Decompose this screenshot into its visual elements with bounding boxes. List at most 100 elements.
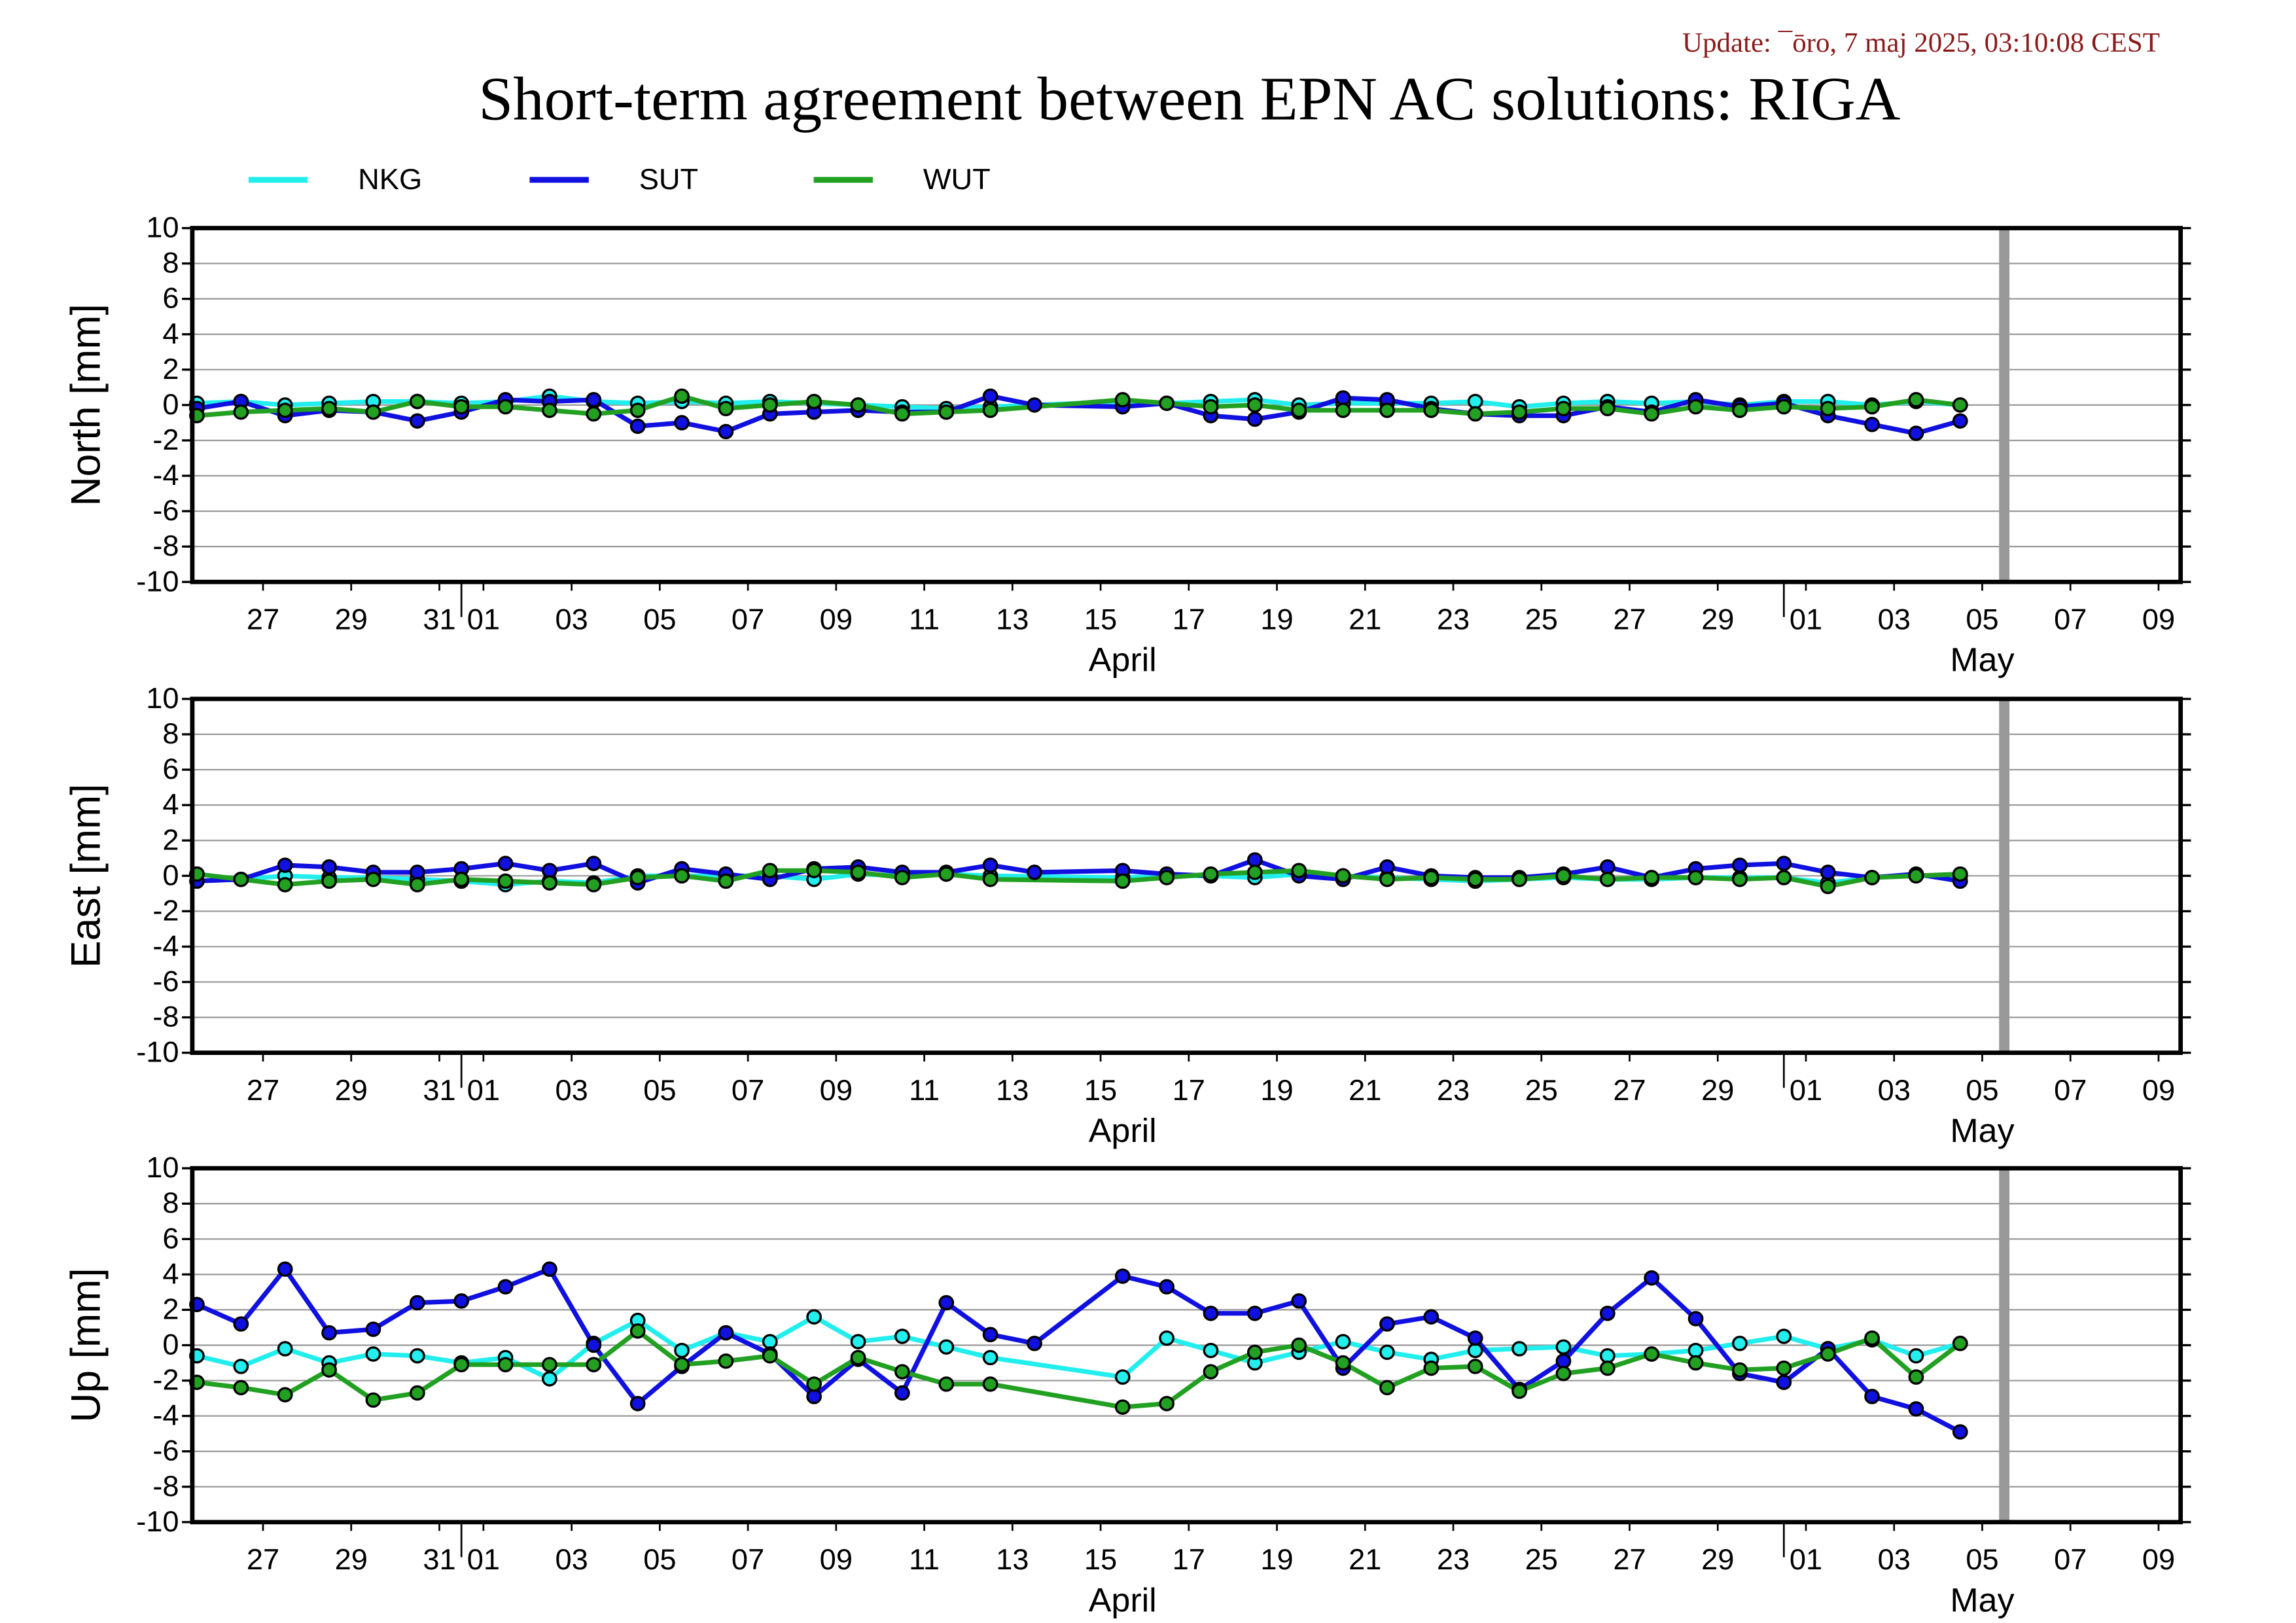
x-tick-label: 19 bbox=[1260, 1543, 1293, 1576]
data-point bbox=[982, 871, 998, 887]
y-tick-label: -4 bbox=[152, 1399, 179, 1432]
x-tick-label: 27 bbox=[1613, 603, 1646, 636]
data-point bbox=[1555, 1353, 1572, 1369]
data-point bbox=[1423, 402, 1439, 418]
data-point bbox=[1291, 402, 1307, 418]
x-tick-label: 31 bbox=[423, 1073, 455, 1107]
data-point bbox=[938, 404, 955, 420]
x-tick-label: 17 bbox=[1173, 1073, 1205, 1107]
y-tick-label: 4 bbox=[162, 1257, 179, 1291]
x-tick-label: 27 bbox=[1613, 1543, 1646, 1576]
data-point bbox=[982, 388, 998, 404]
data-point bbox=[762, 1347, 778, 1364]
legend-label: WUT bbox=[923, 162, 991, 196]
data-point bbox=[586, 392, 602, 408]
x-tick-label: 03 bbox=[1878, 1073, 1911, 1107]
y-tick-label: -8 bbox=[152, 529, 179, 562]
data-point bbox=[1511, 1341, 1527, 1357]
data-point bbox=[497, 1357, 514, 1372]
x-tick-label: 31 bbox=[423, 603, 455, 636]
plot-frame bbox=[190, 226, 2183, 584]
x-tick-label: 23 bbox=[1437, 1543, 1470, 1576]
y-tick-label: 6 bbox=[162, 752, 179, 785]
data-point bbox=[1246, 411, 1263, 427]
data-point bbox=[1687, 1342, 1704, 1359]
data-point bbox=[629, 1395, 646, 1412]
data-point bbox=[1687, 870, 1704, 885]
data-point bbox=[1864, 399, 1880, 415]
data-point bbox=[894, 1385, 910, 1401]
data-point bbox=[1423, 1360, 1439, 1376]
data-point bbox=[1776, 1374, 1792, 1390]
data-point bbox=[1908, 868, 1924, 884]
data-point bbox=[674, 1357, 690, 1372]
y-tick-label: 0 bbox=[162, 1328, 179, 1361]
data-point bbox=[806, 393, 822, 410]
data-point bbox=[1599, 871, 1616, 887]
data-point bbox=[497, 855, 514, 872]
data-point bbox=[233, 1316, 249, 1332]
y-axis-title: East [mm] bbox=[63, 784, 109, 968]
x-tick-label: 25 bbox=[1525, 1543, 1558, 1576]
data-point bbox=[982, 857, 998, 873]
data-point bbox=[1864, 1330, 1880, 1346]
data-point bbox=[1291, 863, 1307, 878]
data-point bbox=[1599, 401, 1616, 417]
data-point bbox=[718, 401, 734, 417]
data-point bbox=[1203, 1364, 1219, 1380]
data-point bbox=[1732, 871, 1748, 887]
data-point bbox=[409, 1347, 425, 1364]
data-point bbox=[1467, 1359, 1483, 1374]
x-tick-label: 03 bbox=[555, 1543, 588, 1576]
data-point bbox=[894, 870, 910, 885]
data-point bbox=[629, 418, 646, 435]
data-point bbox=[1776, 399, 1792, 415]
data-point bbox=[674, 1342, 690, 1359]
x-tick-label: 01 bbox=[1790, 1543, 1822, 1576]
x-tick-label: 19 bbox=[1260, 1073, 1293, 1107]
data-point bbox=[542, 1357, 557, 1372]
data-point bbox=[1379, 1316, 1395, 1332]
x-tick-label: 29 bbox=[1701, 1543, 1734, 1576]
data-point bbox=[982, 1376, 998, 1392]
x-tick-label: 29 bbox=[335, 1073, 368, 1107]
y-tick-label: -2 bbox=[152, 423, 179, 456]
data-point bbox=[1159, 870, 1174, 885]
data-point bbox=[1776, 1360, 1792, 1376]
data-point bbox=[1952, 413, 1968, 429]
y-tick-label: -6 bbox=[152, 1434, 179, 1467]
x-tick-label: 07 bbox=[732, 603, 764, 636]
x-tick-label: 15 bbox=[1084, 1073, 1117, 1107]
data-point bbox=[1379, 1380, 1395, 1396]
data-point bbox=[233, 1380, 249, 1396]
data-point bbox=[1511, 1383, 1527, 1399]
data-point bbox=[1820, 401, 1836, 417]
x-tick-label: 07 bbox=[2054, 1543, 2087, 1576]
data-point bbox=[365, 404, 381, 420]
data-point bbox=[409, 413, 425, 429]
chart-title: Short-term agreement between EPN AC solu… bbox=[478, 65, 1900, 133]
y-tick-label: 2 bbox=[162, 1293, 179, 1326]
data-point bbox=[233, 871, 249, 887]
legend-label: NKG bbox=[358, 162, 422, 196]
x-tick-label: 07 bbox=[732, 1073, 764, 1107]
data-point bbox=[586, 1357, 602, 1372]
y-tick-label: 4 bbox=[162, 787, 179, 821]
x-tick-label: 07 bbox=[732, 1543, 764, 1576]
y-tick-label: 6 bbox=[162, 1222, 179, 1255]
x-tick-label: 27 bbox=[247, 603, 279, 636]
plot-frame bbox=[190, 1166, 2183, 1525]
data-point bbox=[1732, 1336, 1748, 1351]
data-point bbox=[850, 1349, 866, 1366]
x-tick-label: 17 bbox=[1173, 603, 1205, 636]
data-point bbox=[233, 404, 249, 420]
y-tick-label: 0 bbox=[162, 859, 179, 892]
data-point bbox=[629, 1323, 646, 1339]
x-tick-label: 03 bbox=[555, 1073, 588, 1107]
x-tick-label: 09 bbox=[2142, 1543, 2175, 1576]
update-stamp: Update: ¯ōro, 7 maj 2025, 03:10:08 CEST bbox=[1682, 27, 2160, 58]
plot-frame bbox=[190, 696, 2183, 1055]
data-point bbox=[629, 402, 646, 418]
data-point bbox=[1820, 878, 1836, 895]
